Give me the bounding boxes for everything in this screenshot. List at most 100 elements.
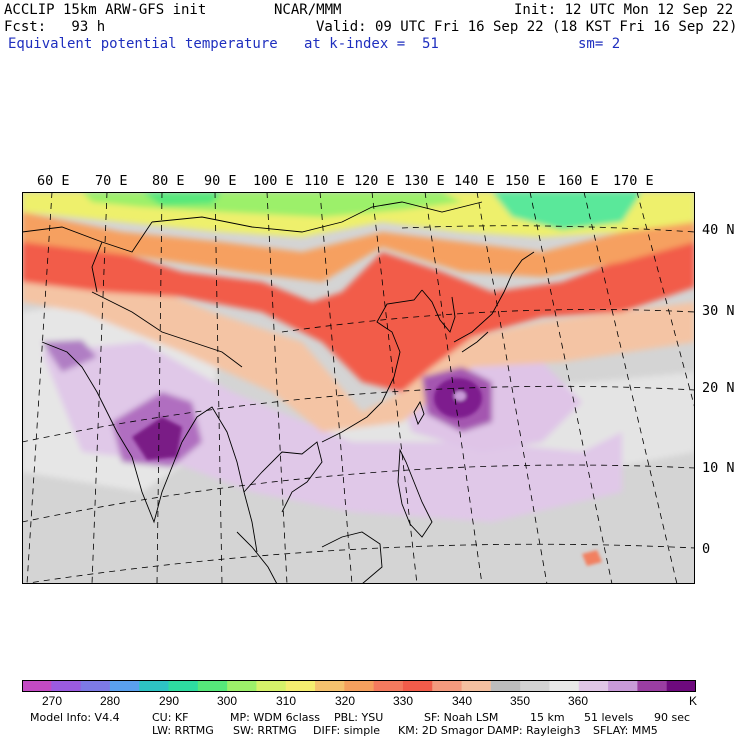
convective-max-bay-of-bengal bbox=[132, 417, 182, 460]
map-frame bbox=[22, 192, 695, 584]
colorbar bbox=[22, 680, 696, 692]
lon-label-170e: 170 E bbox=[613, 173, 654, 189]
lon-label-80e: 80 E bbox=[152, 173, 185, 189]
colorbar-label-300: 300 bbox=[217, 694, 238, 708]
colorbar-segment-14 bbox=[432, 680, 463, 692]
field-purple-india-west bbox=[42, 340, 97, 372]
colorbar-segment-5 bbox=[168, 680, 199, 692]
graticule-meridian-140e bbox=[476, 192, 548, 584]
lon-label-150e: 150 E bbox=[505, 173, 546, 189]
footer-km: KM: 2D Smagor bbox=[398, 724, 484, 737]
footer-mp: MP: WDM 6class bbox=[230, 711, 320, 724]
coast-india bbox=[41, 341, 183, 524]
coast-indochina bbox=[243, 441, 323, 513]
border-mongolia bbox=[151, 201, 483, 233]
level-label: at k-index = 51 bbox=[304, 36, 439, 52]
colorbar-segment-7 bbox=[227, 680, 257, 692]
lon-label-70e: 70 E bbox=[95, 173, 128, 189]
coast-bay-of-bengal bbox=[181, 406, 258, 553]
typhoon-eye bbox=[454, 391, 466, 401]
footer-diff: DIFF: simple bbox=[313, 724, 381, 737]
smoothing-label: sm= 2 bbox=[578, 36, 621, 52]
coast-korea bbox=[421, 289, 456, 333]
coastlines bbox=[22, 201, 535, 584]
field-peach bbox=[22, 262, 695, 432]
graticule-meridian-130e bbox=[424, 192, 483, 584]
lon-label-120e: 120 E bbox=[354, 173, 395, 189]
colorbar-segment-20 bbox=[608, 680, 638, 692]
border-himalaya bbox=[91, 291, 243, 368]
footer-pbl: PBL: YSU bbox=[334, 711, 384, 724]
colorbar-label-270: 270 bbox=[42, 694, 63, 708]
coast-japan-south bbox=[461, 331, 489, 353]
graticule-parallel-10n bbox=[22, 464, 695, 523]
graticule-parallel-40n bbox=[401, 225, 695, 233]
graticule-meridian-150e bbox=[529, 192, 613, 584]
colorbar-label-320: 320 bbox=[335, 694, 356, 708]
colorbar-segment-22 bbox=[666, 680, 696, 692]
colorbar-segment-3 bbox=[109, 680, 140, 692]
colorbar-segment-19 bbox=[578, 680, 609, 692]
coast-sumatra bbox=[236, 531, 278, 584]
colorbar-segment-4 bbox=[139, 680, 170, 692]
lon-label-90e: 90 E bbox=[204, 173, 237, 189]
colorbar-segment-6 bbox=[197, 680, 228, 692]
graticule-parallel-30n bbox=[281, 309, 695, 333]
field-orange-band bbox=[22, 212, 695, 282]
colorbar-segment-8 bbox=[256, 680, 287, 692]
graticule-parallel-20n bbox=[22, 385, 695, 443]
colorbar-unit: K bbox=[689, 694, 698, 708]
valid-time: Valid: 09 UTC Fri 16 Sep 22 (18 KST Fri … bbox=[316, 19, 738, 35]
lat-label-20n: 20 N bbox=[702, 380, 735, 396]
footer-resolution: 15 km bbox=[530, 711, 565, 724]
colorbar-segment-18 bbox=[549, 680, 580, 692]
model-title: ACCLIP 15km ARW-GFS init bbox=[4, 2, 207, 18]
lon-label-160e: 160 E bbox=[558, 173, 599, 189]
graticule-meridian-170e bbox=[636, 192, 695, 411]
colorbar-label-330: 330 bbox=[393, 694, 414, 708]
field-name: Equivalent potential temperature bbox=[8, 36, 278, 52]
field-red-belt bbox=[22, 232, 695, 392]
footer-timestep: 90 sec bbox=[654, 711, 691, 724]
footer-levels: 51 levels bbox=[584, 711, 634, 724]
colorbar-segment-2 bbox=[80, 680, 111, 692]
colorbar-segment-17 bbox=[520, 680, 550, 692]
weather-map bbox=[22, 192, 695, 584]
colorbar-label-340: 340 bbox=[452, 694, 473, 708]
colorbar-label-280: 280 bbox=[100, 694, 121, 708]
field-teal-patch bbox=[492, 192, 642, 230]
colorbar-label-360: 360 bbox=[568, 694, 589, 708]
colorbar-label-350: 350 bbox=[510, 694, 531, 708]
border-china-west bbox=[91, 241, 103, 293]
colorbar-segment-12 bbox=[373, 680, 404, 692]
colorbar-label-290: 290 bbox=[159, 694, 180, 708]
colorbar-segment-16 bbox=[490, 680, 521, 692]
init-time: Init: 12 UTC Mon 12 Sep 22 bbox=[514, 2, 734, 18]
lat-label-10n: 10 N bbox=[702, 460, 735, 476]
lat-label-40n: 40 N bbox=[702, 222, 735, 238]
coast-china bbox=[321, 289, 423, 443]
lon-label-140e: 140 E bbox=[454, 173, 495, 189]
forecast-hour: Fcst: 93 h bbox=[4, 19, 106, 35]
lon-label-100e: 100 E bbox=[253, 173, 294, 189]
footer-lw: LW: RRTMG bbox=[152, 724, 214, 737]
hot-spot-equatorial bbox=[582, 550, 602, 566]
graticule bbox=[22, 192, 695, 584]
footer-sw: SW: RRTMG bbox=[233, 724, 297, 737]
coast-taiwan bbox=[413, 400, 425, 426]
colorbar-segment-21 bbox=[637, 680, 668, 692]
colorbar-segment-1 bbox=[51, 680, 82, 692]
coast-borneo bbox=[321, 531, 383, 584]
coast-japan bbox=[453, 251, 535, 343]
colorbar-label-310: 310 bbox=[276, 694, 297, 708]
lon-label-60e: 60 E bbox=[37, 173, 70, 189]
colorbar-segment-9 bbox=[285, 680, 316, 692]
lon-label-110e: 110 E bbox=[304, 173, 345, 189]
colorbar-frame bbox=[22, 680, 696, 692]
lat-label-30n: 30 N bbox=[702, 303, 735, 319]
footer-damp: DAMP: Rayleigh3 bbox=[487, 724, 581, 737]
footer-model-info: Model Info: V4.4 bbox=[30, 711, 120, 724]
lon-label-130e: 130 E bbox=[404, 173, 445, 189]
field-lilac-band bbox=[42, 342, 622, 522]
agency-label: NCAR/MMM bbox=[274, 2, 342, 18]
